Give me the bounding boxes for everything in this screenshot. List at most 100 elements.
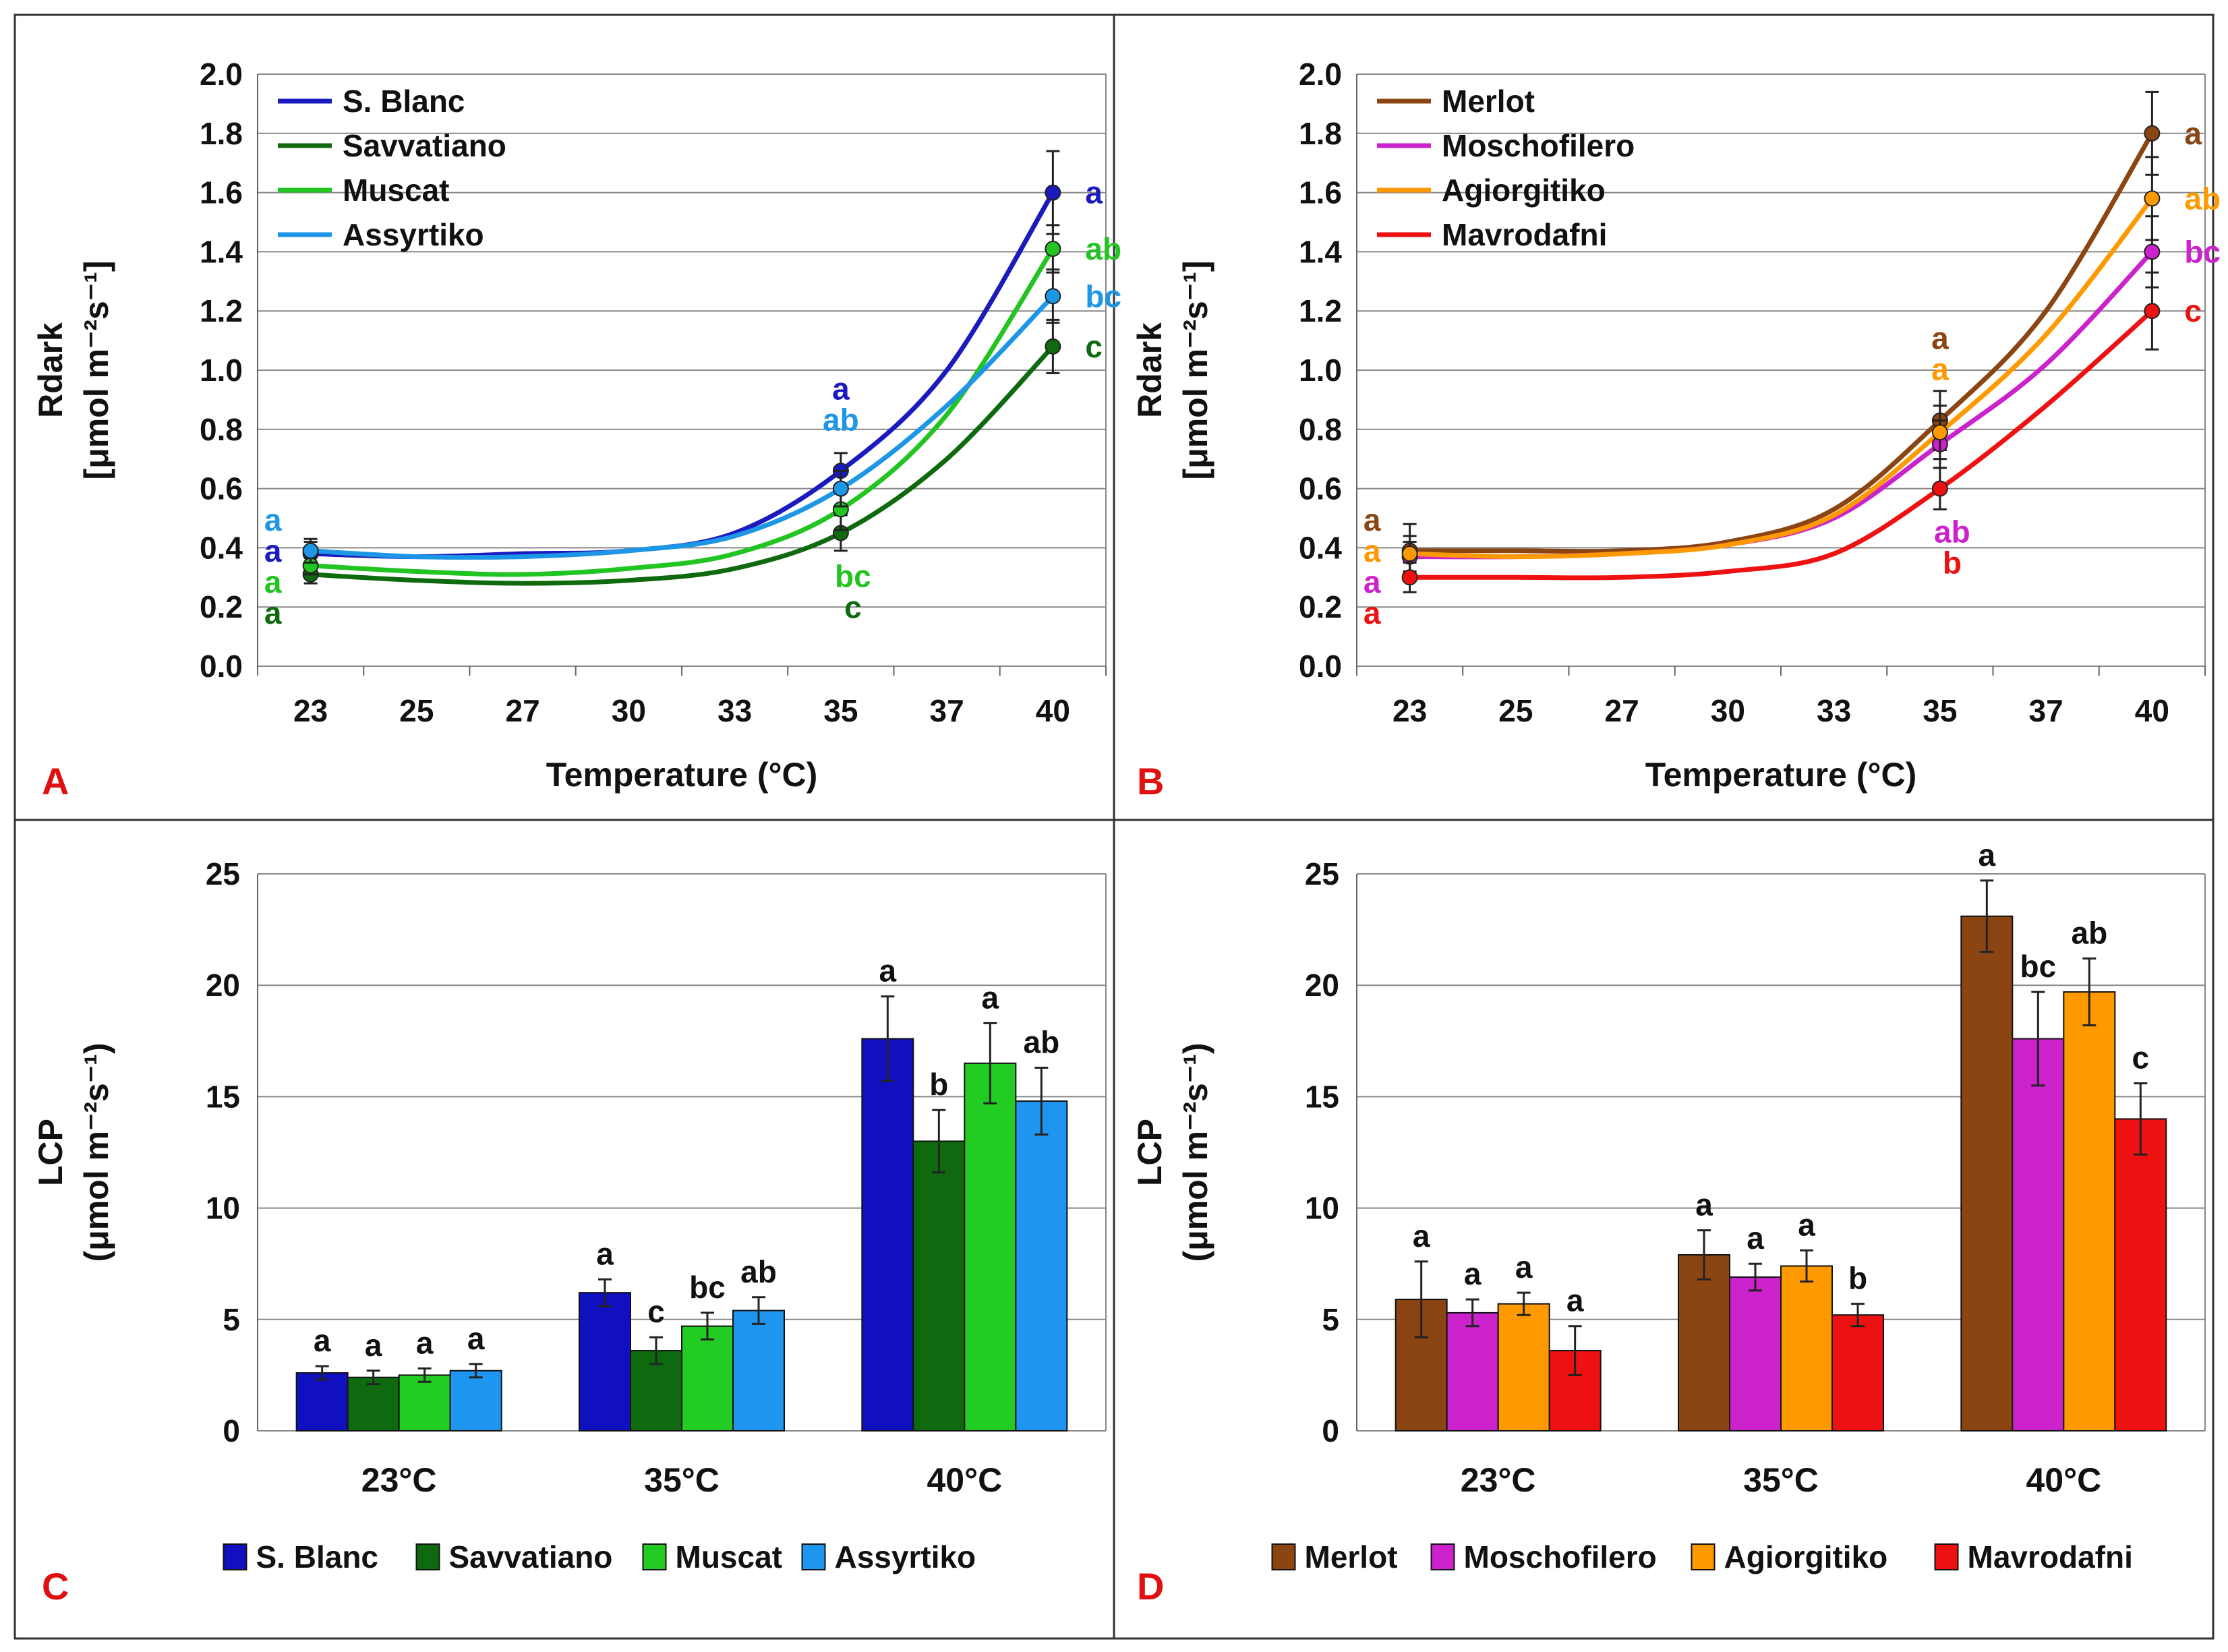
bar [2114,1118,2167,1432]
y-tick-label: 15 [206,1079,240,1114]
significance-letter: a [1931,321,1949,356]
significance-letter: bc [835,558,871,593]
significance-letter: a [596,1236,614,1271]
significance-letter: c [1085,329,1103,364]
significance-letter: a [264,564,282,599]
x-tick-label: 27 [506,693,540,728]
series-line-assyrtiko [310,294,1055,560]
bar [1015,1100,1068,1432]
bar [1678,1253,1730,1432]
significance-letter: a [1464,1256,1482,1291]
bar [861,1038,914,1432]
legend-label: Assyrtiko [835,1539,976,1574]
x-tick-label: 40 [1036,693,1070,728]
bar [1831,1314,1884,1432]
significance-letter: a [314,1323,331,1358]
bar [964,1062,1017,1432]
data-point [2144,243,2161,260]
panel-b: 0.0 0.2 0.4 0.6 0.8 1.0 1.2 1.4 1.6 1.8 2.0 23 25 27 3… [1131,57,2221,794]
significance-letter: bc [2184,234,2221,269]
x-tick-label: 25 [1498,693,1533,728]
legend-label: Savvatiano [449,1539,613,1574]
y-tick-label: 1.8 [1299,116,1342,151]
x-tick-label: 35 [823,693,858,728]
panel-label-d: D [1137,1565,1164,1607]
y-tick-label: 0.0 [1299,649,1342,684]
bar [2012,1038,2065,1432]
y-tick-label: 0.6 [1299,471,1342,506]
significance-letter: a [467,1321,485,1356]
x-tick-label: 40°C [2026,1461,2101,1499]
x-axis-title: Temperature (°C) [546,756,817,794]
x-tick-label: 23 [293,693,328,728]
series-line-muscat [310,247,1055,577]
legend-label: Mavrodafni [1968,1539,2133,1574]
panel-label-b: B [1137,760,1164,802]
significance-letter: a [1364,564,1381,599]
y-tick-label: 25 [1305,856,1339,891]
significance-letter: b [1848,1261,1867,1296]
legend-swatch [1691,1543,1716,1570]
data-point [1045,338,1061,355]
series-line-agiorgitiko [1409,197,2154,560]
bar [295,1372,349,1432]
y-tick-label: 5 [1322,1302,1339,1337]
x-tick-label: 37 [930,693,964,728]
legend-label: Moschofilero [1442,128,1635,163]
y-tick-label: 1.4 [200,234,243,269]
significance-letter: a [982,980,999,1015]
bar [347,1376,400,1432]
significance-letter: a [416,1325,434,1360]
y-tick-label: 1.6 [1299,175,1342,210]
legend-swatch [1271,1543,1296,1570]
x-tick-label: 23°C [361,1461,437,1499]
legend-label: Muscat [343,173,449,208]
legend-label: Assyrtiko [343,217,484,252]
y-tick-label: 0.2 [1299,589,1342,624]
bar [912,1140,966,1432]
legend-label: Merlot [1442,84,1535,119]
data-point [1045,184,1061,201]
significance-letter: ab [1934,514,1970,550]
x-tick-label: 30 [612,693,646,728]
legend-label: Muscat [676,1539,782,1574]
y-tick-label: 10 [206,1191,240,1226]
significance-letter: ab [1085,231,1121,266]
x-tick-label: 35 [1923,693,1957,728]
x-tick-label: 37 [2029,693,2063,728]
significance-letter: a [1364,595,1381,630]
legend-label: S. Blanc [343,84,465,119]
y-tick-label: 0.6 [200,471,243,506]
y-tick-label: 0.4 [1299,530,1342,565]
data-point [1401,569,1418,586]
significance-letter: a [2184,116,2202,151]
y-tick-label: 1.2 [200,293,243,328]
y-axis-title: LCP [32,1119,69,1186]
data-point [302,542,319,559]
data-point [2144,125,2161,142]
data-point [2144,190,2161,207]
bar [1497,1303,1550,1432]
significance-letter: ab [2071,916,2107,951]
x-tick-label: 23°C [1461,1461,1536,1499]
legend-swatch [1934,1543,1959,1570]
x-tick-label: 33 [717,693,752,728]
significance-letter: a [832,371,850,406]
significance-letter: c [647,1294,665,1329]
y-tick-label: 1.0 [1299,353,1342,388]
bar [579,1292,631,1432]
y-tick-label: 15 [1305,1079,1339,1114]
y-tick-label: 1.2 [1299,293,1342,328]
x-tick-label: 27 [1605,693,1639,728]
significance-letter: b [929,1067,948,1102]
significance-letter: ab [823,402,859,437]
significance-letter: ab [740,1254,777,1289]
bar [732,1309,785,1432]
y-tick-label: 2.0 [1299,57,1342,92]
x-tick-label: 30 [1711,693,1745,728]
x-tick-label: 35°C [1743,1461,1819,1499]
y-tick-label: 2.0 [200,57,243,92]
significance-letter: c [2184,293,2202,328]
y-tick-label: 5 [223,1302,240,1337]
legend-label: Agiorgitiko [1442,173,1606,208]
